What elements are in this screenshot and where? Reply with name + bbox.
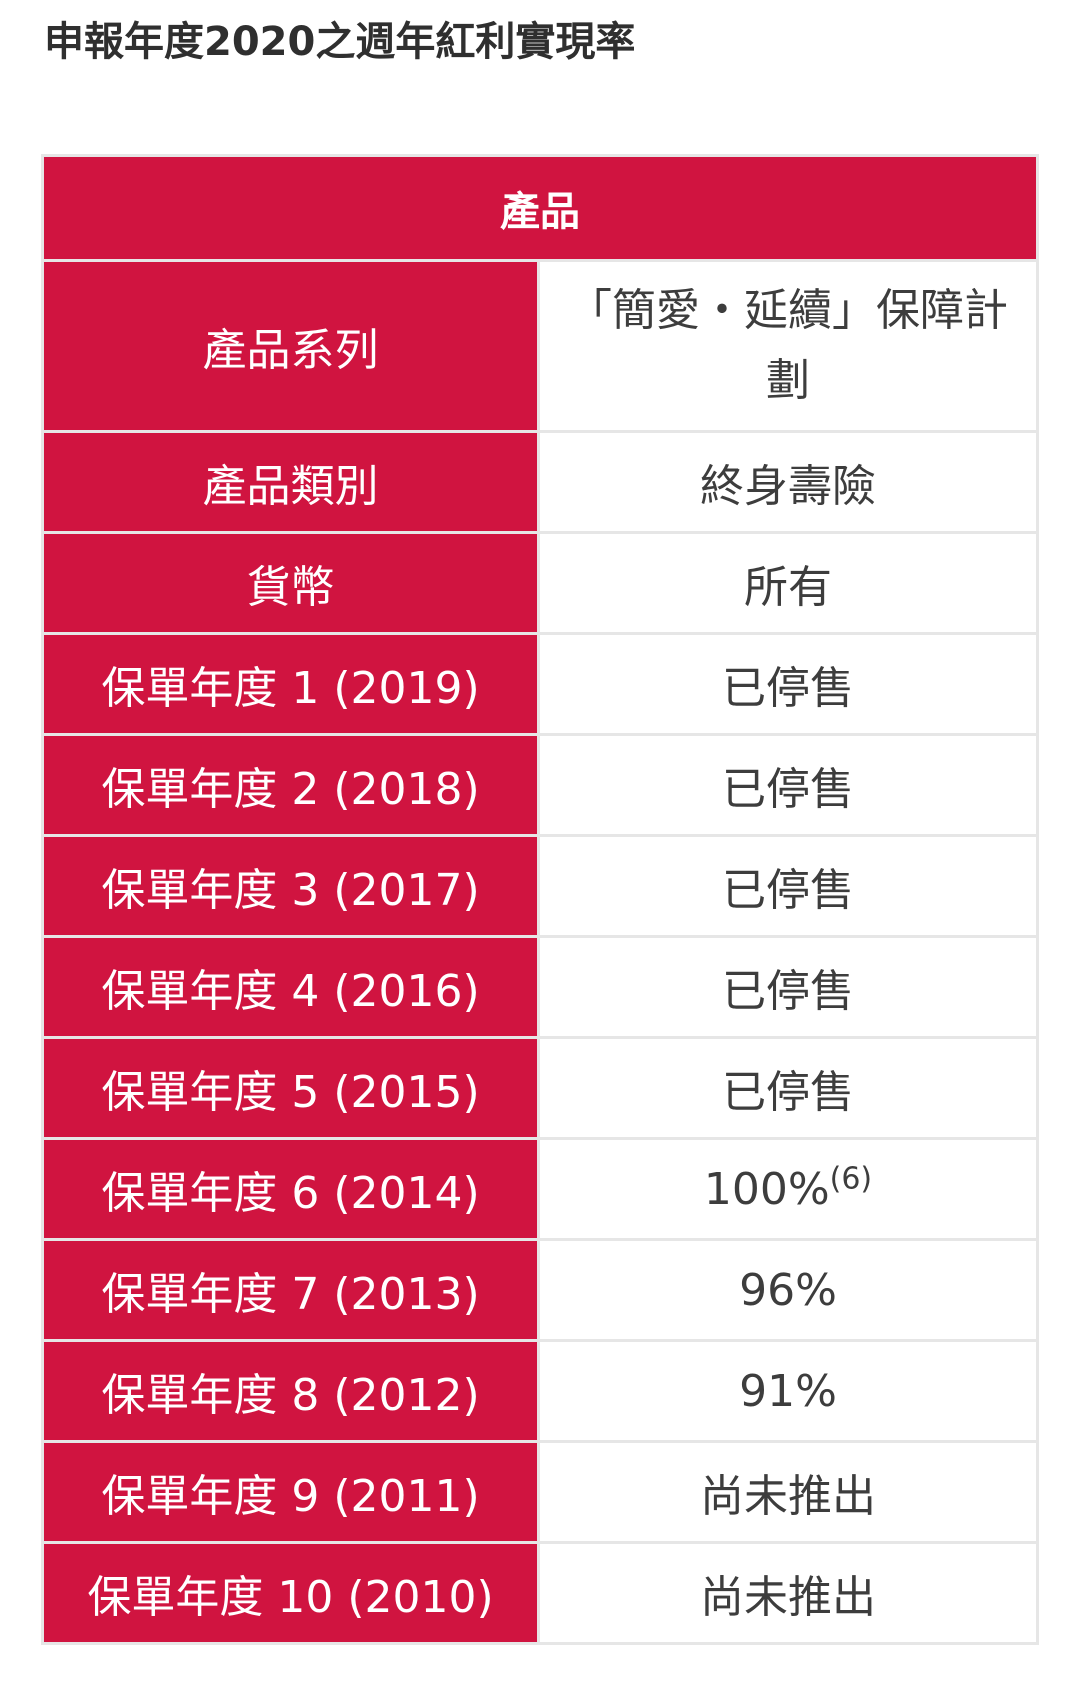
row-value-policy-year-9: 尚未推出 (537, 1440, 1039, 1544)
row-label-policy-year-3: 保單年度 3 (2017) (41, 834, 540, 938)
row-label-policy-year-4: 保單年度 4 (2016) (41, 935, 540, 1039)
row-value-policy-year-6: 100%(6) (537, 1137, 1039, 1241)
table-row: 保單年度 6 (2014) 100%(6) (41, 1137, 1039, 1241)
table-row: 保單年度 10 (2010) 尚未推出 (41, 1541, 1039, 1645)
table-row: 貨幣 所有 (41, 531, 1039, 635)
table-row: 保單年度 5 (2015) 已停售 (41, 1036, 1039, 1140)
dividend-fulfilment-table-container: 產品 產品系列 「簡愛・延續」保障計劃 產品類別 終身壽險 貨幣 所有 保單年度… (41, 154, 1039, 1645)
footnote-marker: (6) (829, 1160, 873, 1196)
dividend-fulfilment-table: 產品 產品系列 「簡愛・延續」保障計劃 產品類別 終身壽險 貨幣 所有 保單年度… (41, 154, 1039, 1645)
row-label-policy-year-5: 保單年度 5 (2015) (41, 1036, 540, 1140)
row-label-policy-year-9: 保單年度 9 (2011) (41, 1440, 540, 1544)
table-row: 保單年度 1 (2019) 已停售 (41, 632, 1039, 736)
row-value-policy-year-3: 已停售 (537, 834, 1039, 938)
table-row: 保單年度 7 (2013) 96% (41, 1238, 1039, 1342)
row-value-policy-year-4: 已停售 (537, 935, 1039, 1039)
row-value-policy-year-7: 96% (537, 1238, 1039, 1342)
row-label-currency: 貨幣 (41, 531, 540, 635)
table-row: 保單年度 9 (2011) 尚未推出 (41, 1440, 1039, 1544)
table-header-row: 產品 (41, 154, 1039, 262)
table-row: 保單年度 3 (2017) 已停售 (41, 834, 1039, 938)
page-title: 申報年度2020之週年紅利實現率 (44, 19, 636, 65)
row-value-policy-year-2: 已停售 (537, 733, 1039, 837)
table-row: 產品類別 終身壽險 (41, 430, 1039, 534)
table-header-product: 產品 (41, 154, 1039, 262)
row-label-policy-year-10: 保單年度 10 (2010) (41, 1541, 540, 1645)
row-label-product-type: 產品類別 (41, 430, 540, 534)
table-row: 保單年度 8 (2012) 91% (41, 1339, 1039, 1443)
row-value-product-type: 終身壽險 (537, 430, 1039, 534)
row-value-policy-year-1: 已停售 (537, 632, 1039, 736)
row-label-policy-year-6: 保單年度 6 (2014) (41, 1137, 540, 1241)
table-row: 保單年度 2 (2018) 已停售 (41, 733, 1039, 837)
row-value-policy-year-5: 已停售 (537, 1036, 1039, 1140)
row-label-policy-year-7: 保單年度 7 (2013) (41, 1238, 540, 1342)
row-value-policy-year-8: 91% (537, 1339, 1039, 1443)
row-value-product-series: 「簡愛・延續」保障計劃 (537, 259, 1039, 433)
row-label-policy-year-8: 保單年度 8 (2012) (41, 1339, 540, 1443)
table-row: 產品系列 「簡愛・延續」保障計劃 (41, 259, 1039, 433)
row-value-policy-year-10: 尚未推出 (537, 1541, 1039, 1645)
row-label-policy-year-1: 保單年度 1 (2019) (41, 632, 540, 736)
value-text: 100% (703, 1163, 830, 1215)
row-label-product-series: 產品系列 (41, 259, 540, 433)
row-value-currency: 所有 (537, 531, 1039, 635)
row-label-policy-year-2: 保單年度 2 (2018) (41, 733, 540, 837)
table-row: 保單年度 4 (2016) 已停售 (41, 935, 1039, 1039)
